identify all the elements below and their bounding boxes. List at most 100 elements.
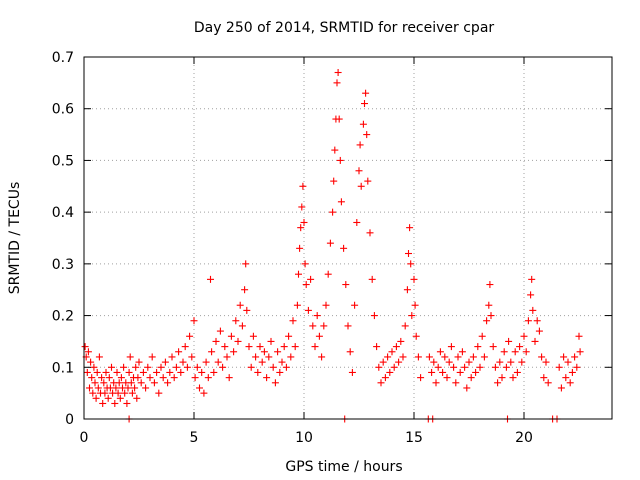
data-point [276,368,284,376]
data-point [465,358,473,366]
data-point [234,337,242,345]
data-point [232,317,240,325]
y-tick-label: 0.3 [52,257,74,273]
data-point [315,332,323,340]
data-point [168,353,176,361]
data-point [260,348,268,356]
data-point [170,374,178,382]
data-point [207,275,214,283]
data-point [161,358,169,366]
y-tick-label: 0 [65,412,74,428]
y-tick-label: 0.6 [52,102,74,118]
data-point [432,379,440,387]
data-point [450,363,458,371]
x-tick-label: 0 [80,430,89,446]
data-point [516,343,524,351]
x-tick-label: 10 [295,430,313,446]
data-point [337,198,345,206]
data-point [407,260,415,268]
data-point [318,353,326,361]
data-point [90,363,98,371]
data-point [144,363,152,371]
data-point [340,244,348,252]
data-point [522,348,530,356]
x-axis-label: GPS time / hours [285,459,402,475]
data-point [533,317,541,325]
data-point [115,379,123,387]
x-tick-label: 5 [190,430,199,446]
plot-frame [83,56,613,420]
data-point [410,275,418,283]
data-point [190,317,198,325]
data-point [227,332,235,340]
data-point [452,379,460,387]
data-point [357,182,365,190]
data-point [576,348,584,356]
data-point [104,394,112,402]
data-point [518,358,526,366]
data-point [496,358,504,366]
data-point [436,348,444,356]
data-point [295,270,302,278]
data-point [375,363,383,371]
data-point [198,368,206,376]
data-point [120,363,128,371]
data-point [188,353,196,361]
data-point [153,368,161,376]
data-point [155,389,163,397]
data-point [395,358,403,366]
data-point [487,312,495,320]
data-point [299,182,307,190]
data-point [271,379,279,387]
data-point [236,301,244,309]
data-point [89,389,97,397]
data-point [313,312,321,320]
data-point [364,177,372,185]
data-point [329,208,337,216]
data-point [412,332,420,340]
data-point [216,327,224,335]
data-point [302,281,310,289]
data-point [505,337,513,345]
data-point [200,389,208,397]
data-point [359,120,367,128]
data-point [498,374,506,382]
data-point [258,358,266,366]
data-point [326,239,334,247]
data-point [447,343,455,351]
data-point [267,337,275,345]
data-point [265,353,273,361]
data-point [353,218,361,226]
data-point [330,177,338,185]
data-point [159,374,167,382]
data-point [555,363,563,371]
data-point [520,332,528,340]
tick-labels: 0 0.1 0.2 0.3 0.4 0.5 0.6 0.7 0 5 10 15 20 [52,50,533,446]
data-point [408,312,416,320]
data-point [443,374,451,382]
data-point [397,337,405,345]
data-point [474,343,482,351]
data-point [102,368,110,376]
data-point [127,379,135,387]
data-point [193,363,201,371]
data-point [463,384,471,392]
data-point [243,306,251,314]
data-point [245,343,253,351]
data-point [98,374,106,382]
data-point [322,301,330,309]
data-point [135,358,143,366]
data-point [230,348,238,356]
data-point [112,384,120,392]
x-tick-label: 20 [515,430,533,446]
data-point [124,384,132,392]
data-point [133,394,141,402]
data-point [223,353,231,361]
data-point [202,358,210,366]
data-point [291,343,299,351]
data-point [324,270,332,278]
data-point [454,353,462,361]
data-point [84,348,92,356]
data-point [252,353,260,361]
data-point [557,384,565,392]
